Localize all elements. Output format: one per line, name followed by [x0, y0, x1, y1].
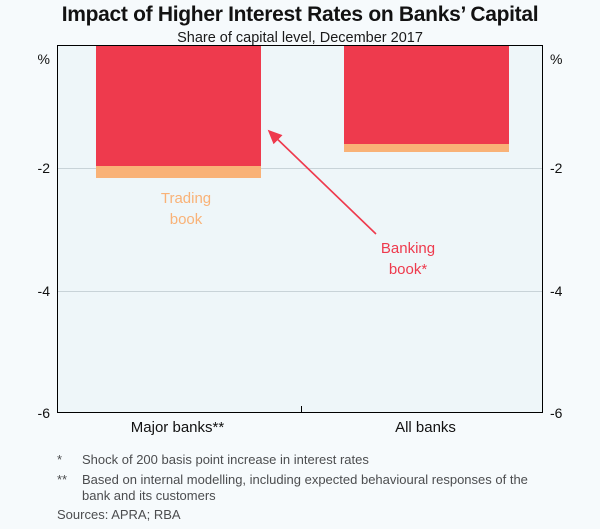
sources-line: Sources: APRA; RBA — [57, 507, 181, 522]
footnote-1-text: Shock of 200 basis point increase in int… — [82, 452, 369, 467]
banking-book-segment-major-banks — [96, 46, 261, 166]
chart-title: Impact of Higher Interest Rates on Banks… — [61, 3, 539, 26]
y-tick-label-right-6: -6 — [550, 405, 563, 421]
y-tick-label-right-4: -4 — [550, 283, 563, 299]
y-tick-label-left-4: -4 — [37, 283, 50, 299]
x-axis-center-tick — [301, 406, 302, 412]
x-label-all-banks: All banks — [395, 419, 456, 436]
footnote-1-marker: * — [57, 452, 63, 467]
x-label-major-banks: Major banks** — [130, 419, 225, 436]
y-tick-label-left-6: -6 — [37, 405, 50, 421]
y-axis-unit-left: % — [37, 51, 50, 67]
trading-book-label: Trading book — [160, 190, 212, 228]
footnote-2-marker: ** — [57, 472, 68, 487]
y-tick-label-right-2: -2 — [550, 160, 563, 176]
chart-subtitle: Share of capital level, December 2017 — [177, 30, 423, 46]
trading-book-segment-all-banks — [344, 144, 509, 153]
y-axis-unit-right: % — [550, 51, 563, 67]
trading-book-segment-major-banks — [96, 165, 261, 178]
plot-area: Trading book Banking book* — [57, 45, 543, 413]
footnote-2-text: Based on internal modelling, including e… — [82, 472, 528, 503]
banking-book-segment-all-banks — [344, 46, 509, 145]
y-tick-label-left-2: -2 — [37, 160, 50, 176]
gridline-minus4 — [58, 291, 542, 292]
banking-book-label: Banking book* — [380, 240, 436, 278]
